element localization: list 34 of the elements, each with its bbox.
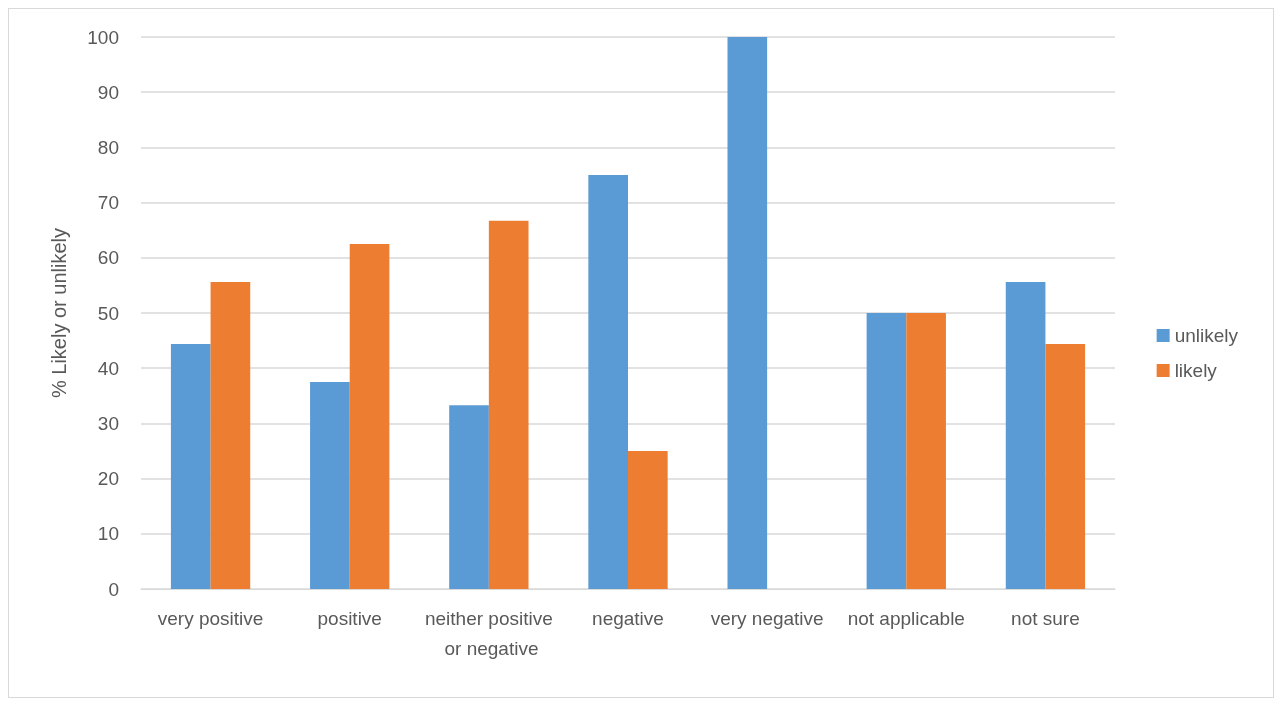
y-tick-label: 50 [97,302,119,324]
bar [1045,343,1086,589]
bar [310,382,350,589]
bar [210,282,251,589]
y-axis-title: % Likely or unlikely [48,227,70,399]
legend-label: unlikely [1174,325,1239,346]
x-tick-label: not sure [1011,607,1080,629]
bar [449,405,489,589]
bar [628,451,668,589]
x-tick-label: neither positive or negative [424,607,553,659]
bar [727,37,768,589]
x-tick-label: very negative [710,607,824,629]
x-tick-label: positive [317,607,382,629]
bar [349,244,390,589]
bar [170,343,211,589]
y-tick-label: 80 [97,136,119,158]
y-tick-label: 30 [97,412,119,434]
y-tick-label: 40 [97,357,119,379]
x-tick-label: not applicable [847,607,965,629]
y-tick-label: 70 [97,192,119,214]
y-tick-label: 60 [97,247,119,269]
bar [866,313,907,589]
y-tick-label: 0 [108,578,119,600]
bar [1005,282,1046,589]
x-tick-label: negative [592,607,664,629]
y-tick-label: 10 [97,523,119,545]
y-tick-label: 20 [97,468,119,490]
legend-label: likely [1174,360,1218,381]
y-tick-label: 100 [87,26,119,48]
bar [906,313,946,589]
x-tick-label: very positive [157,607,264,629]
y-tick-label: 90 [97,81,119,103]
bar [488,220,529,589]
bar [588,175,628,589]
